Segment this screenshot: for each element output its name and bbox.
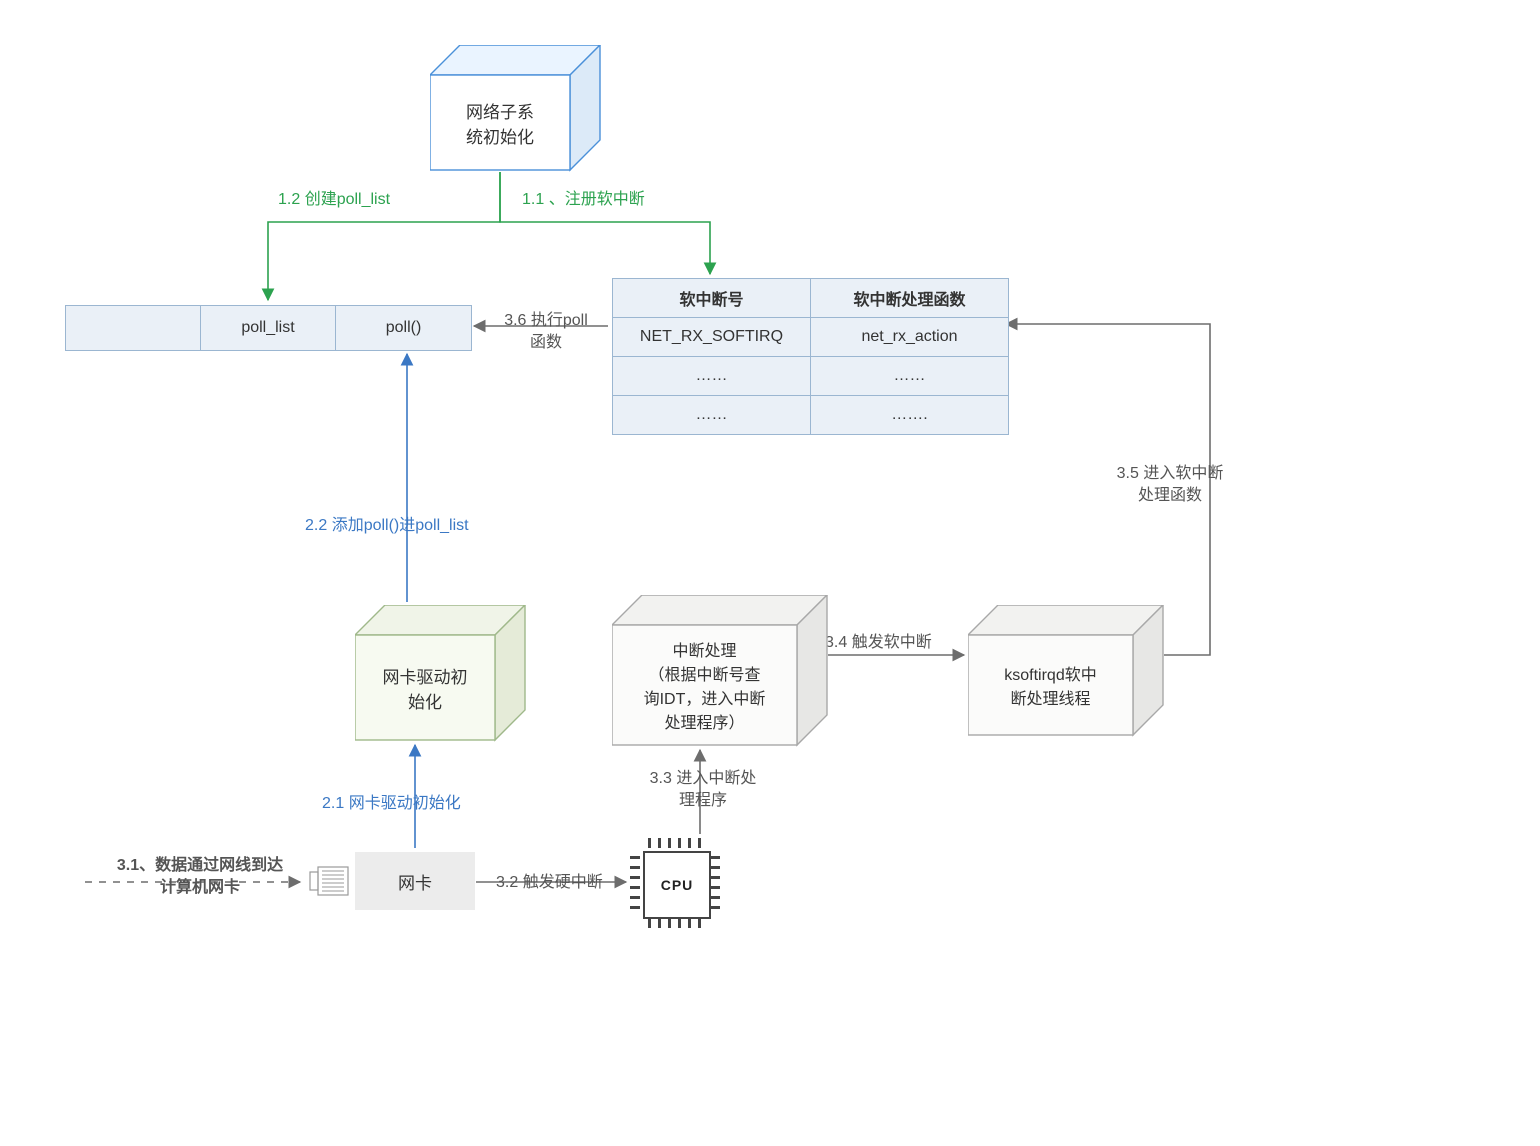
softirq-r0c1: net_rx_action	[811, 318, 1009, 357]
node-drv-init: 网卡驱动初 始化	[355, 605, 530, 745]
softirq-th-1: 软中断处理函数	[811, 279, 1009, 318]
edge-label-21: 2.1 网卡驱动初始化	[322, 793, 461, 815]
edge-label-34: 3.4 触发软中断	[825, 632, 932, 654]
node-cpu: CPU	[630, 838, 720, 928]
softirq-th-0: 软中断号	[613, 279, 811, 318]
edge-label-31: 3.1、数据通过网线到达 计算机网卡	[100, 855, 300, 898]
poll-row-cell-0	[66, 306, 201, 350]
softirq-r2c1: …….	[811, 396, 1009, 435]
edge-11	[500, 172, 710, 274]
poll-row-cell-1: poll_list	[201, 306, 336, 350]
edge-label-36: 3.6 执行poll 函数	[491, 310, 601, 353]
edge-label-32: 3.2 触发硬中断	[496, 872, 603, 894]
softirq-r1c1: ……	[811, 357, 1009, 396]
node-int-handle: 中断处理 （根据中断号查 询IDT，进入中断 处理程序）	[612, 595, 832, 750]
edge-label-22: 2.2 添加poll()进poll_list	[305, 515, 469, 537]
nic-port-icon	[306, 861, 352, 901]
node-nic: 网卡	[355, 852, 475, 910]
edge-label-35: 3.5 进入软中断 处理函数	[1105, 463, 1235, 506]
poll-row: poll_list poll()	[65, 305, 472, 351]
softirq-r2c0: ……	[613, 396, 811, 435]
softirq-r1c0: ……	[613, 357, 811, 396]
softirq-r0c0: NET_RX_SOFTIRQ	[613, 318, 811, 357]
edge-label-12: 1.2 创建poll_list	[278, 189, 390, 211]
edge-label-11: 1.1 、注册软中断	[522, 189, 645, 211]
node-net-init: 网络子系 统初始化	[430, 45, 600, 170]
softirq-table: 软中断号 软中断处理函数 NET_RX_SOFTIRQ net_rx_actio…	[612, 278, 1009, 435]
edge-label-33: 3.3 进入中断处 理程序	[638, 768, 768, 811]
cpu-label: CPU	[643, 851, 711, 919]
node-ksoftirqd: ksoftirqd软中 断处理线程	[968, 605, 1168, 740]
poll-row-cell-2: poll()	[336, 306, 471, 350]
diagram-arrows	[0, 0, 1540, 1146]
